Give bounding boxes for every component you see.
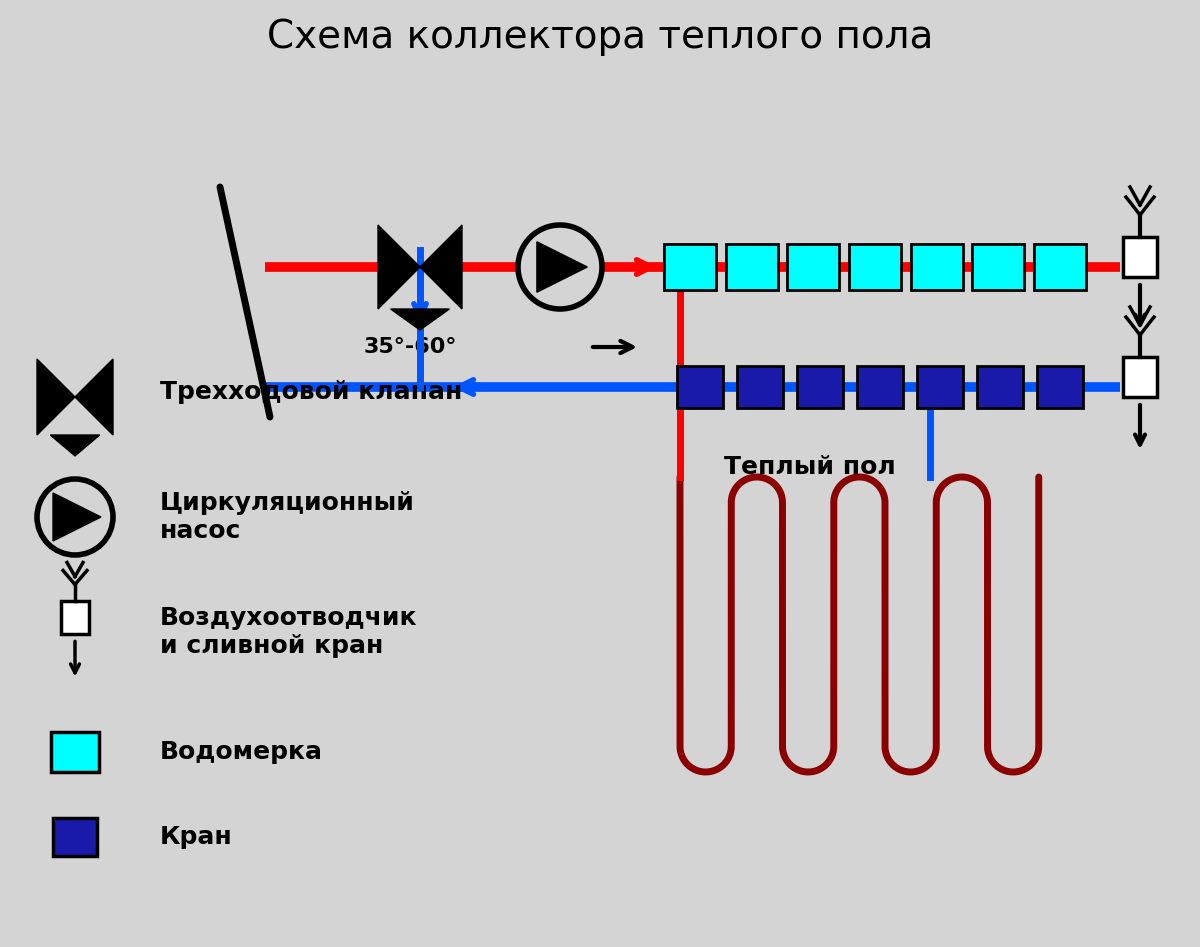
Polygon shape (50, 435, 100, 456)
Text: Схема коллектора теплого пола: Схема коллектора теплого пола (266, 18, 934, 56)
Bar (1123, 237, 1157, 277)
Text: 35°-60°: 35°-60° (364, 337, 457, 357)
Bar (797, 366, 842, 408)
Polygon shape (378, 225, 420, 309)
Bar (1123, 357, 1157, 397)
Polygon shape (53, 493, 101, 541)
Text: Воздухоотводчик
и сливной кран: Воздухоотводчик и сливной кран (160, 606, 418, 658)
Bar (726, 244, 778, 290)
Bar (677, 366, 722, 408)
Bar (977, 366, 1022, 408)
Bar (1034, 244, 1086, 290)
Bar (53, 818, 97, 856)
Bar (850, 244, 901, 290)
Bar (737, 366, 784, 408)
Text: Циркуляционный
насос: Циркуляционный насос (160, 491, 415, 543)
Bar (972, 244, 1025, 290)
Bar (1037, 366, 1084, 408)
Bar (61, 600, 89, 634)
Bar (917, 366, 964, 408)
Text: Водомерка: Водомерка (160, 740, 323, 764)
Bar (664, 244, 716, 290)
Bar (50, 732, 98, 772)
Bar (787, 244, 839, 290)
Polygon shape (420, 225, 462, 309)
Text: Трехходовой клапан: Трехходовой клапан (160, 380, 462, 404)
Bar (911, 244, 962, 290)
Polygon shape (37, 359, 74, 435)
Text: Теплый пол: Теплый пол (724, 455, 896, 479)
Polygon shape (74, 359, 113, 435)
Text: Кран: Кран (160, 825, 233, 849)
Polygon shape (391, 309, 449, 330)
Polygon shape (536, 241, 587, 293)
Bar (857, 366, 904, 408)
